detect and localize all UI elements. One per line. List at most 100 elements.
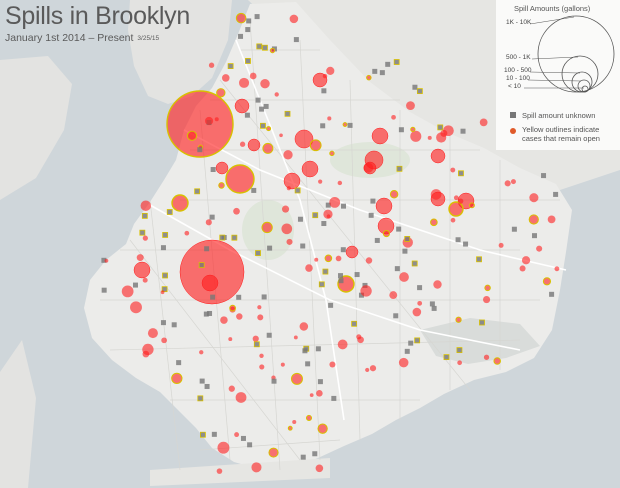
spill-marker <box>430 189 442 200</box>
unknown-spill-marker <box>240 435 246 441</box>
unknown-spill-marker <box>294 187 301 194</box>
unknown-spill-marker <box>245 27 251 33</box>
spill-marker <box>233 207 240 215</box>
unknown-spill-marker <box>437 124 444 131</box>
spill-marker <box>130 301 142 314</box>
legend: Spill Amounts (gallons) 1K - 10K 500 - 1… <box>496 0 620 150</box>
spill-marker <box>371 127 389 145</box>
spill-marker <box>482 295 491 304</box>
spill-marker <box>236 313 243 320</box>
spill-marker <box>457 198 464 204</box>
legend-level-10-100: 10 - 100 <box>506 75 530 82</box>
spill-marker <box>234 432 240 438</box>
spill-marker <box>257 305 262 310</box>
spill-marker <box>329 150 335 157</box>
spill-marker <box>365 257 373 264</box>
unknown-spill-marker <box>416 88 423 95</box>
spill-marker <box>215 161 229 175</box>
spill-marker <box>479 118 488 127</box>
unknown-spill-marker <box>199 378 205 384</box>
unknown-spill-marker <box>404 348 410 354</box>
spill-marker <box>220 316 228 324</box>
spill-marker <box>287 425 293 431</box>
unknown-spill-marker <box>246 18 252 24</box>
spill-marker <box>274 92 279 97</box>
spill-marker <box>221 74 230 82</box>
spill-marker <box>238 77 250 88</box>
open-case-label-line1: Yellow outlines indicate <box>522 125 600 134</box>
spill-marker <box>382 229 391 238</box>
spill-marker <box>293 335 298 340</box>
unknown-spill-marker <box>394 266 400 272</box>
unknown-spill-marker <box>231 234 238 241</box>
unknown-spill-marker <box>198 262 205 269</box>
unknown-spill-marker <box>219 234 226 241</box>
spill-marker <box>179 239 245 305</box>
spill-marker <box>205 219 212 226</box>
spill-marker <box>399 272 409 282</box>
spill-marker <box>483 354 490 360</box>
unknown-spill-marker <box>245 58 251 64</box>
spill-marker <box>171 372 183 385</box>
spill-marker <box>280 362 285 367</box>
spill-markers <box>101 12 560 474</box>
spill-marker <box>316 390 323 397</box>
unknown-spill-marker <box>460 128 466 134</box>
spill-marker <box>443 125 454 137</box>
unknown-spill-marker <box>393 313 399 319</box>
unknown-spill-marker <box>254 14 260 20</box>
unknown-spill-marker <box>443 354 450 361</box>
spill-marker <box>335 255 342 262</box>
unknown-spill-marker <box>210 167 216 173</box>
spill-marker <box>469 202 475 209</box>
spill-marker <box>406 101 415 111</box>
unknown-spill-marker <box>204 246 210 252</box>
unknown-spill-marker <box>171 322 177 328</box>
unknown-spill-marker <box>267 245 273 251</box>
spill-marker <box>234 98 250 114</box>
unknown-spill-marker <box>194 188 201 195</box>
unknown-spill-marker <box>259 106 265 112</box>
spill-marker <box>186 130 198 141</box>
spill-marker <box>547 215 556 224</box>
spill-marker <box>283 150 293 160</box>
spill-marker <box>410 130 422 142</box>
open-case-swatch <box>510 128 516 134</box>
unknown-spill-marker <box>404 236 411 242</box>
unknown-spill-marker <box>209 214 215 220</box>
spill-marker <box>216 468 223 474</box>
spill-marker <box>389 291 398 300</box>
manhattan-land <box>128 0 232 104</box>
spill-marker <box>249 72 257 80</box>
spill-marker <box>235 392 247 403</box>
date-range: January 1st 2014 – Present <box>5 32 134 44</box>
unknown-spill-marker <box>476 256 482 263</box>
spill-marker <box>521 256 531 265</box>
unknown-spill-marker <box>260 122 266 129</box>
spill-marker <box>337 339 348 350</box>
unknown-spill-marker <box>393 59 400 65</box>
as-of-date: 3/25/15 <box>137 35 160 42</box>
unknown-spill-marker <box>411 260 418 267</box>
spill-marker <box>289 14 299 24</box>
spill-marker <box>504 180 511 187</box>
spill-marker <box>218 182 225 189</box>
legend-level-1k-10k: 1K - 10K <box>506 19 532 26</box>
unknown-spill-marker <box>207 310 213 316</box>
unknown-spill-marker <box>315 346 321 352</box>
spill-marker <box>529 193 539 203</box>
unknown-spill-marker <box>253 341 260 348</box>
spill-marker <box>327 116 332 121</box>
spill-marker <box>136 254 144 262</box>
open-case-label-line2: cases that remain open <box>522 134 600 143</box>
spill-marker <box>315 464 324 473</box>
unknown-spill-marker <box>227 63 234 70</box>
spill-marker <box>281 223 293 235</box>
spill-marker <box>427 135 432 140</box>
spill-marker <box>510 179 516 185</box>
unknown-spill-marker <box>312 451 318 457</box>
unknown-spill-marker <box>338 273 344 279</box>
spill-marker <box>257 314 264 321</box>
unknown-spill-marker <box>328 302 334 308</box>
